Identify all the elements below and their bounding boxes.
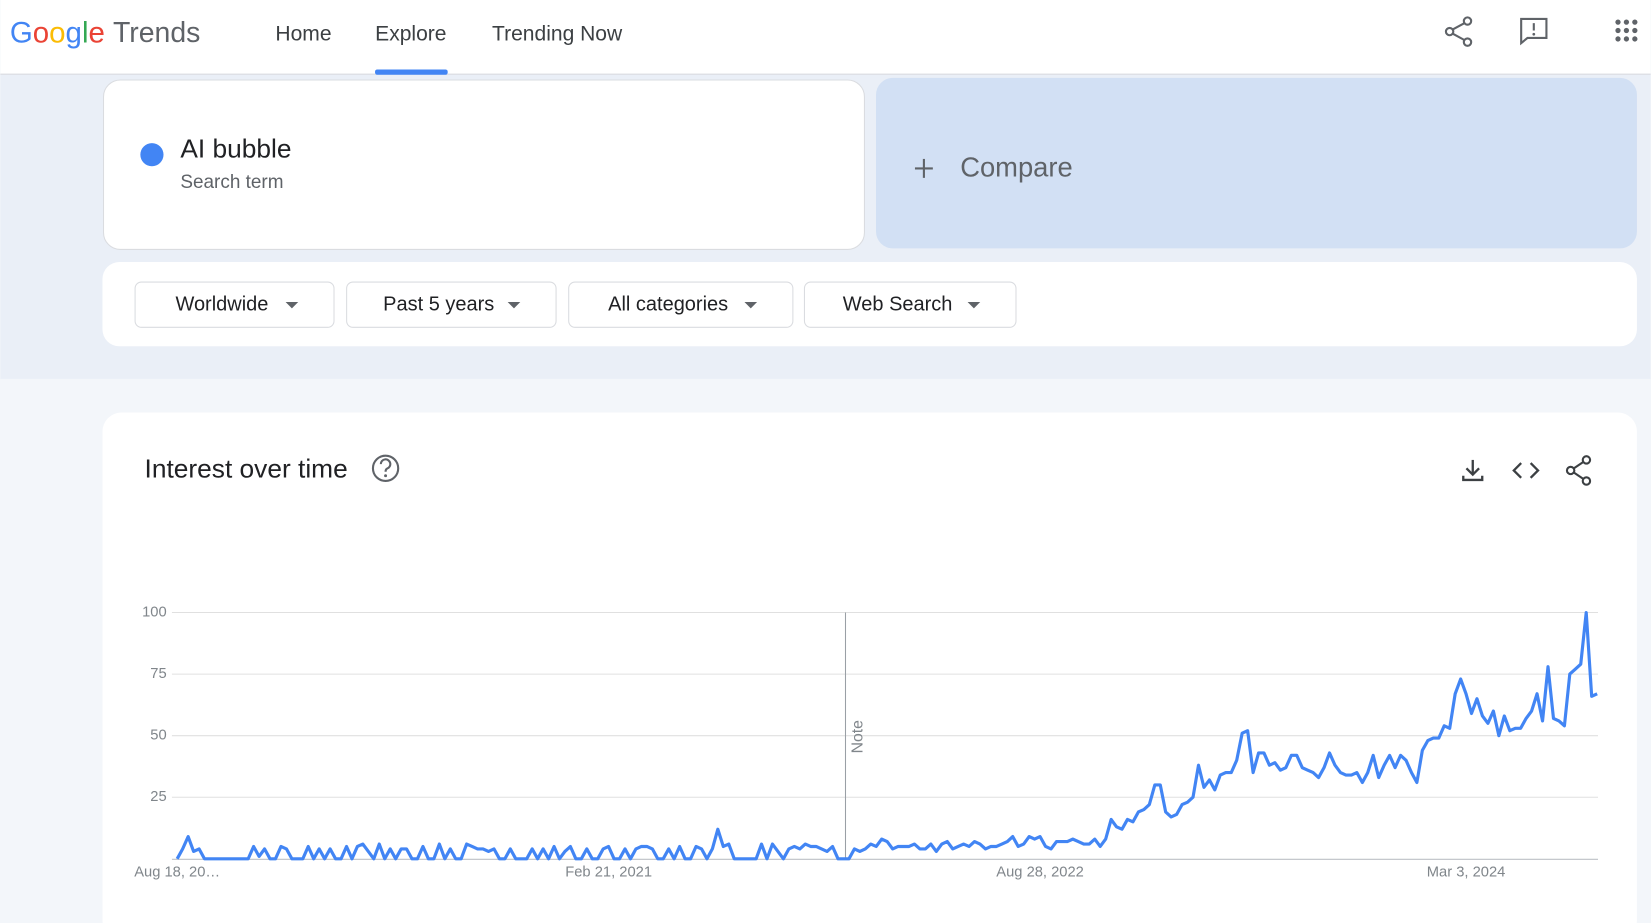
filter-dropdown[interactable]: All categories — [568, 281, 794, 328]
filter-box — [568, 281, 794, 328]
filter-label: Web Search — [843, 293, 953, 315]
logo[interactable]: Google — [10, 17, 105, 50]
nav-explore[interactable]: Explore — [375, 22, 446, 45]
dropdown-arrow — [744, 302, 758, 309]
share-icon[interactable] — [1444, 16, 1473, 47]
nav-trending[interactable]: Trending Now — [492, 22, 623, 45]
logo-product[interactable]: Trends — [113, 17, 200, 49]
nav-active-indicator — [375, 69, 448, 75]
y-tick-label: 75 — [150, 666, 166, 682]
dropdown-arrow — [285, 302, 299, 309]
apps-icon[interactable] — [1615, 19, 1638, 42]
compare-card[interactable] — [876, 77, 1637, 249]
dropdown-arrow — [967, 302, 981, 309]
series-line — [175, 610, 1598, 861]
embed-icon[interactable] — [1512, 462, 1540, 479]
search-term[interactable]: AI bubble — [180, 133, 291, 163]
y-tick-label: 100 — [142, 604, 167, 620]
plus-icon — [914, 158, 933, 178]
series-dot — [140, 143, 164, 167]
x-tick-label: Feb 21, 2021 — [565, 864, 652, 880]
search-term-subtitle: Search term — [180, 172, 283, 193]
feedback-icon[interactable] — [1520, 17, 1548, 46]
filter-label: Worldwide — [175, 293, 268, 315]
filter-box — [803, 281, 1017, 328]
dropdown-arrow — [507, 302, 521, 309]
chart-title: Interest over time — [145, 453, 348, 483]
x-tick-label: Mar 3, 2024 — [1427, 864, 1506, 880]
chart-card — [102, 412, 1637, 923]
filter-box — [346, 281, 557, 328]
filters: Worldwide Past 5 years All categories Web S… — [134, 281, 1017, 328]
filter-label: All categories — [608, 293, 728, 315]
filter-label: Past 5 years — [383, 293, 494, 315]
search-term-card[interactable] — [102, 79, 865, 250]
download-icon[interactable] — [1462, 459, 1484, 482]
nav-home[interactable]: Home — [275, 22, 331, 45]
compare-label[interactable]: Compare — [960, 152, 1073, 183]
annotation-label: Note — [849, 720, 866, 754]
help-icon[interactable] — [371, 454, 400, 483]
filter-dropdown[interactable]: Past 5 years — [346, 281, 557, 328]
y-tick-label: 50 — [150, 728, 166, 744]
x-tick-label: Aug 28, 2022 — [996, 864, 1084, 880]
filter-box — [134, 281, 335, 328]
y-tick-label: 25 — [150, 789, 166, 805]
filter-dropdown[interactable]: Worldwide — [134, 281, 335, 328]
plot: 25 50 75 100 Aug 18, 20… Feb 21, 2021 Aug 28, … — [134, 604, 1598, 880]
header — [0, 0, 1651, 74]
chart-share-icon[interactable] — [1565, 455, 1592, 486]
filter-dropdown[interactable]: Web Search — [803, 281, 1017, 328]
x-tick-label: Aug 18, 20… — [134, 864, 220, 880]
